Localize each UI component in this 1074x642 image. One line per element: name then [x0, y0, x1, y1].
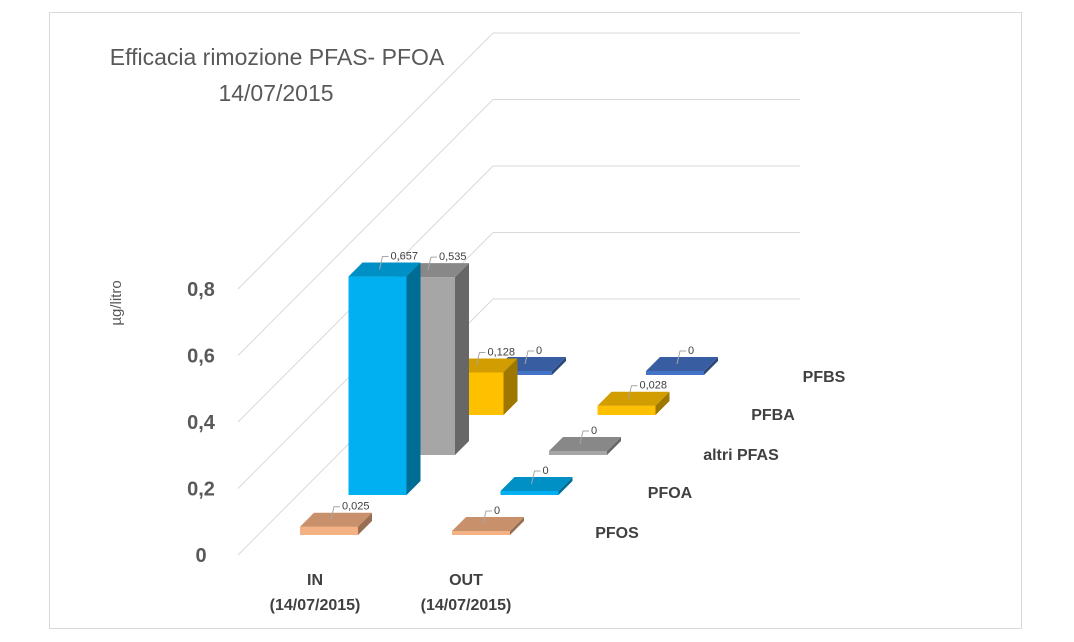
x-category-label: (14/07/2015) — [421, 597, 512, 614]
bar-top — [348, 262, 421, 277]
series-label: PFBS — [803, 369, 846, 386]
bar-top — [300, 512, 372, 527]
bar-front — [500, 491, 559, 495]
data-label: 0 — [536, 345, 542, 357]
bar — [597, 391, 670, 415]
bar-front — [452, 531, 510, 535]
data-label: 0,128 — [488, 346, 516, 358]
data-labels: 0 0 0,128 0,028 0,535 0 0,657 0 0,025 0 — [330, 251, 694, 525]
data-label-leader — [579, 430, 589, 445]
axes: µg/litro 0 0,2 0,4 0,6 0,8 IN (14/07/2015) OUT (… — [108, 279, 846, 614]
chart-area — [49, 12, 1022, 629]
data-label: 0,025 — [342, 501, 370, 513]
y-tick-label: 0,2 — [187, 479, 215, 501]
y-tick-label: 0,8 — [187, 279, 215, 301]
bar — [452, 517, 524, 535]
series-label: PFOA — [648, 485, 693, 502]
bar-side — [406, 262, 421, 495]
bar-front — [646, 371, 704, 375]
bar-side — [552, 357, 566, 375]
chart-title-line1: Efficacia rimozione PFAS- PFOA — [110, 44, 445, 70]
gridlines — [237, 32, 800, 556]
bar — [300, 512, 372, 535]
bars — [300, 262, 718, 535]
bar-top — [646, 357, 718, 371]
data-label: 0 — [591, 425, 597, 437]
chart-title: Efficacia rimozione PFAS- PFOA 14/07/201… — [110, 44, 445, 106]
bar — [549, 437, 621, 455]
bar-side — [704, 357, 718, 375]
bar-side — [655, 391, 670, 415]
bar — [500, 477, 573, 495]
data-label-leader — [676, 350, 686, 365]
bar-front — [300, 526, 358, 535]
bar-side — [607, 437, 621, 455]
bar-side — [510, 517, 524, 535]
series-label: PFBA — [751, 407, 795, 424]
series-label: altri PFAS — [703, 447, 779, 464]
data-label: 0 — [494, 505, 500, 517]
data-label-leader — [379, 256, 389, 270]
bar-top — [500, 477, 573, 491]
data-label-leader — [524, 350, 534, 365]
bar — [646, 357, 718, 375]
gridline — [237, 32, 494, 290]
data-label: 0 — [543, 465, 549, 477]
data-label-leader — [628, 385, 638, 399]
y-tick-label: 0,4 — [187, 412, 216, 434]
data-label: 0,028 — [640, 380, 668, 392]
x-category-label: (14/07/2015) — [270, 597, 361, 614]
data-label-leader — [531, 470, 541, 485]
data-label-leader — [482, 510, 492, 525]
bar-side — [503, 358, 518, 415]
y-tick-label: 0 — [195, 545, 206, 567]
chart-title-line2: 14/07/2015 — [218, 80, 333, 106]
y-tick-label: 0,6 — [187, 346, 215, 368]
x-category-label: OUT — [449, 572, 483, 589]
data-label-leader — [330, 506, 340, 520]
bar-front — [549, 451, 607, 455]
bar — [348, 262, 421, 495]
y-axis-label: µg/litro — [108, 280, 125, 325]
bar-front — [348, 276, 407, 495]
data-label: 0,657 — [391, 251, 419, 263]
bar-top — [597, 391, 670, 406]
bar-front — [597, 405, 656, 415]
bar-side — [358, 512, 372, 535]
data-label-leader — [427, 256, 437, 271]
gridline — [237, 99, 494, 356]
series-label: PFOS — [595, 525, 639, 542]
bar-side — [455, 263, 469, 455]
data-label-leader — [476, 351, 486, 366]
data-label: 0,535 — [439, 251, 467, 263]
bar-top — [452, 517, 524, 531]
bar-front — [494, 371, 552, 375]
bar-side — [558, 477, 573, 495]
x-category-label: IN — [307, 572, 323, 589]
data-label: 0 — [688, 345, 694, 357]
bar-top — [549, 437, 621, 451]
